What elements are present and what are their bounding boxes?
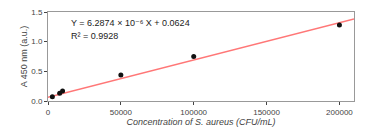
svg-text:150000: 150000	[253, 108, 280, 117]
svg-text:Concentration of S. aureus (CF: Concentration of S. aureus (CFU/mL)	[126, 117, 275, 127]
svg-text:A 450 nm (a.u.): A 450 nm (a.u.)	[19, 26, 29, 88]
svg-text:0: 0	[46, 108, 51, 117]
svg-text:Y = 6.2874 × 10⁻⁶ X + 0.0624: Y = 6.2874 × 10⁻⁶ X + 0.0624	[71, 18, 190, 28]
svg-text:100000: 100000	[180, 108, 207, 117]
svg-text:0.5: 0.5	[31, 67, 43, 76]
svg-text:50000: 50000	[110, 108, 133, 117]
svg-text:200000: 200000	[326, 108, 353, 117]
svg-text:0.0: 0.0	[31, 97, 43, 106]
svg-text:1.5: 1.5	[31, 8, 43, 17]
svg-text:R² = 0.9928: R² = 0.9928	[71, 31, 118, 41]
svg-text:1.0: 1.0	[31, 37, 43, 46]
